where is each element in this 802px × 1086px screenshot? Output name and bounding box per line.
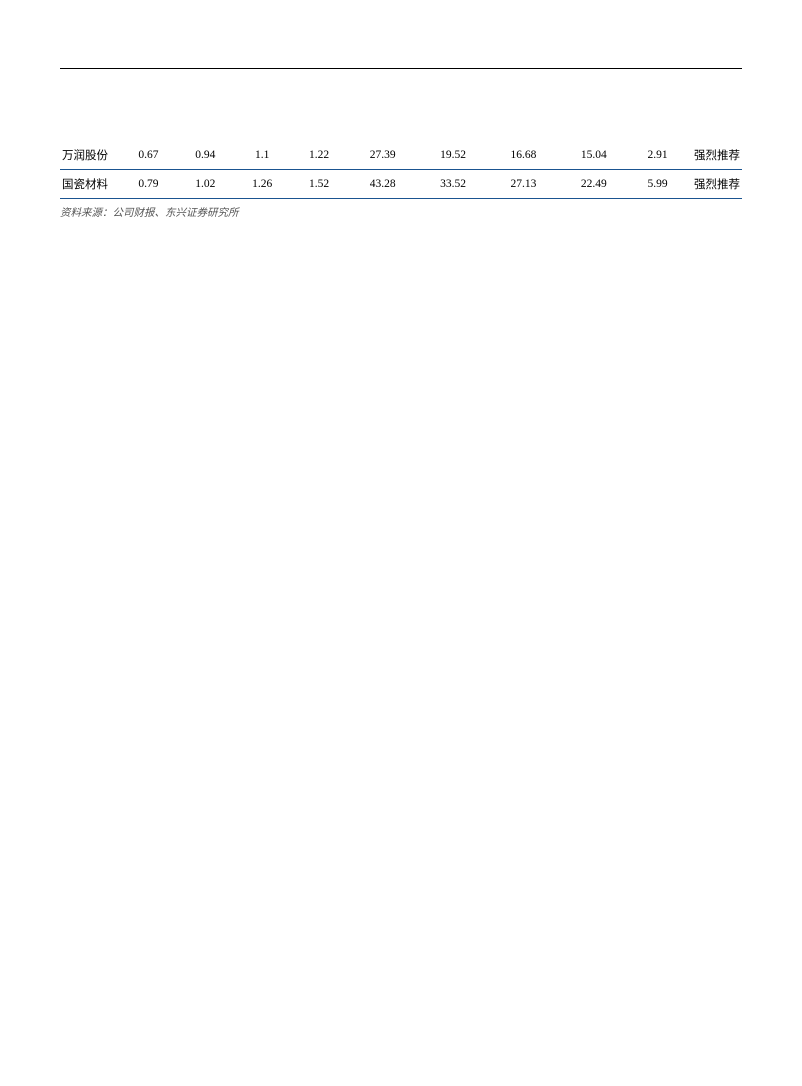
value-cell: 2.91 <box>629 141 686 170</box>
table-row: 国瓷材料 0.79 1.02 1.26 1.52 43.28 33.52 27.… <box>60 170 742 199</box>
value-cell: 27.39 <box>347 141 417 170</box>
table-row: 万润股份 0.67 0.94 1.1 1.22 27.39 19.52 16.6… <box>60 141 742 170</box>
value-cell: 33.52 <box>418 170 488 199</box>
value-cell: 5.99 <box>629 170 686 199</box>
company-name-cell: 万润股份 <box>60 141 120 170</box>
value-cell: 43.28 <box>347 170 417 199</box>
value-cell: 1.02 <box>177 170 234 199</box>
value-cell: 1.22 <box>291 141 348 170</box>
value-cell: 22.49 <box>559 170 629 199</box>
top-horizontal-rule <box>60 68 742 69</box>
value-cell: 0.94 <box>177 141 234 170</box>
company-name-cell: 国瓷材料 <box>60 170 120 199</box>
value-cell: 1.26 <box>234 170 291 199</box>
value-cell: 27.13 <box>488 170 558 199</box>
value-cell: 19.52 <box>418 141 488 170</box>
rating-cell: 强烈推荐 <box>686 170 742 199</box>
document-page: 万润股份 0.67 0.94 1.1 1.22 27.39 19.52 16.6… <box>0 0 802 1086</box>
valuation-table: 万润股份 0.67 0.94 1.1 1.22 27.39 19.52 16.6… <box>60 141 742 199</box>
value-cell: 15.04 <box>559 141 629 170</box>
value-cell: 16.68 <box>488 141 558 170</box>
source-note: 资料来源：公司财报、东兴证券研究所 <box>60 205 742 220</box>
value-cell: 0.79 <box>120 170 177 199</box>
value-cell: 1.1 <box>234 141 291 170</box>
value-cell: 1.52 <box>291 170 348 199</box>
value-cell: 0.67 <box>120 141 177 170</box>
rating-cell: 强烈推荐 <box>686 141 742 170</box>
